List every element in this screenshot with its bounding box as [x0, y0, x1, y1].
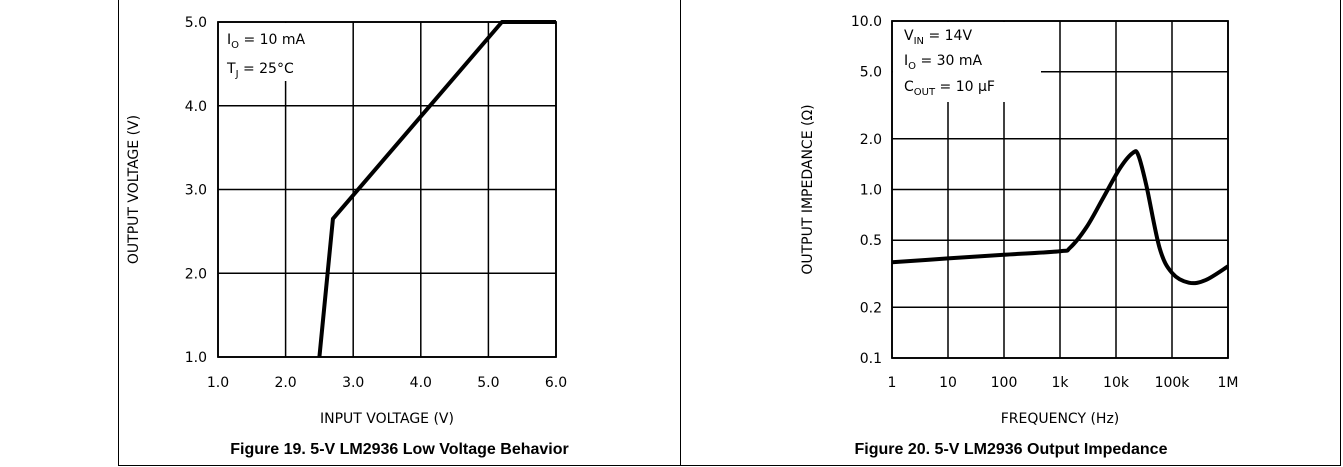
chart1-caption: Figure 19. 5-V LM2936 Low Voltage Behavi… [230, 441, 569, 458]
chart2-x-tick-label: 10 [939, 375, 957, 391]
chart2-y-tick-label: 0.2 [860, 300, 882, 316]
chart1-y-axis-label: OUTPUT VOLTAGE (V) [126, 115, 142, 264]
chart2-caption: Figure 20. 5-V LM2936 Output Impedance [854, 441, 1168, 458]
chart1-annotation-io: IO = 10 mA [227, 32, 306, 51]
chart2-y-tick-label: 0.1 [860, 351, 882, 367]
chart2-y-tick-label: 5.0 [860, 65, 882, 81]
chart2-series-line [891, 149, 1230, 286]
chart1-y-tick-label: 3.0 [185, 183, 207, 199]
chart1-x-axis-label: INPUT VOLTAGE (V) [320, 411, 454, 427]
chart2-y-tick-label: 1.0 [860, 183, 882, 199]
chart2-x-tick-label: 1k [1051, 375, 1069, 391]
figure-frame [118, 0, 1341, 466]
chart2-x-tick-label: 10k [1103, 375, 1130, 391]
chart1-y-tick-label: 1.0 [185, 350, 207, 366]
chart2-annotation-box [893, 22, 1041, 102]
chart2-x-tick-label: 1 [888, 375, 897, 391]
chart1-plot-area [217, 21, 557, 358]
chart2-plot-area [891, 20, 1229, 359]
chart2-x-tick-label: 100k [1155, 375, 1191, 391]
chart2-x-tick-label: 100 [991, 375, 1018, 391]
chart1-annotation-box [219, 23, 323, 81]
chart2-y-tick-label: 0.5 [860, 233, 882, 249]
chart2-y-tick-label: 10.0 [851, 14, 882, 30]
chart1-x-tick-label: 5.0 [477, 375, 499, 391]
chart2-y-axis-label: OUTPUT IMPEDANCE (Ω) [800, 104, 816, 274]
chart2-y-tick-label: 2.0 [860, 132, 882, 148]
chart1-y-tick-label: 4.0 [185, 99, 207, 115]
chart2-annotation-io: IO = 30 mA [904, 53, 983, 72]
chart1-x-tick-label: 6.0 [545, 375, 567, 391]
chart2-x-tick-label: 1M [1218, 375, 1239, 391]
chart1-y-tick-label: 5.0 [185, 15, 207, 31]
figure-divider [680, 0, 681, 466]
chart1-x-tick-label: 4.0 [410, 375, 432, 391]
chart1-y-tick-label: 2.0 [185, 266, 207, 282]
chart1-x-tick-label: 2.0 [274, 375, 296, 391]
chart1-x-tick-label: 3.0 [342, 375, 364, 391]
chart2-x-axis-label: FREQUENCY (Hz) [1001, 411, 1120, 427]
chart1-x-tick-label: 1.0 [207, 375, 229, 391]
chart1-annotation-tj: TJ = 25°C [226, 61, 294, 80]
chart1-series-line [317, 20, 556, 358]
